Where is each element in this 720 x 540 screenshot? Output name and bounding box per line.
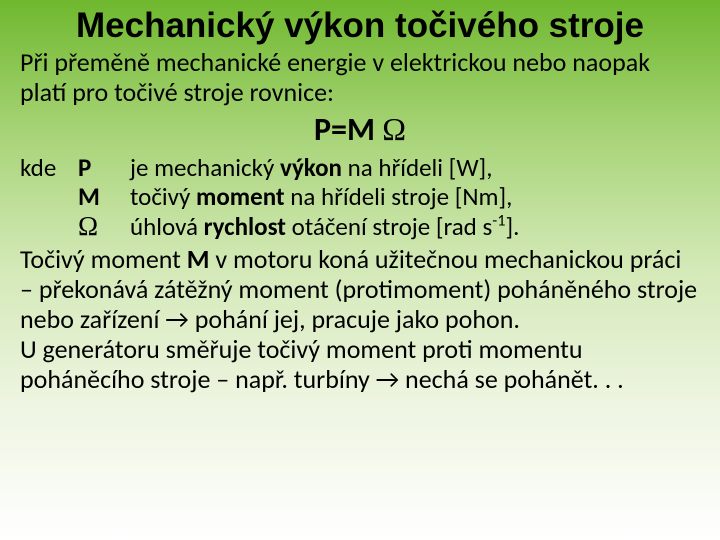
definitions-table: kde P je mechanický výkon na hřídeli [W]… [20,153,700,242]
slide-title: Mechanický výkon točivého stroje [20,6,700,46]
para1-b: M [187,243,210,275]
def-o-pre: úhlová [130,211,204,242]
def-o-posta: otáčení stroje [rad s [286,211,492,242]
def-desc-m: točivý moment na hřídeli stroje [Nm], [130,182,700,212]
def-o-bold: rychlost [204,211,286,242]
equation-lhs: P=M [314,110,382,149]
paragraph-1: Točivý moment M v motoru koná užitečnou … [20,245,700,335]
paragraph-2: U generátoru směřuje točivý moment proti… [20,335,700,395]
def-p-post: na hřídeli [W], [342,152,493,183]
def-desc-p: je mechanický výkon na hřídeli [W], [130,153,700,183]
def-o-sup: -1 [492,211,505,230]
def-sym-p: P [78,153,130,183]
equation: P=M Ω [20,110,700,149]
def-o-postb: ]. [505,211,519,242]
equation-omega: Ω [382,111,406,147]
def-p-pre: je mechanický [130,152,280,183]
def-sym-omega: Ω [78,212,130,242]
def-sym-m: M [78,182,130,212]
def-m-bold: moment [196,181,285,212]
def-p-bold: výkon [280,152,342,183]
def-m-pre: točivý [130,181,196,212]
para1-a: Točivý moment [20,243,187,275]
def-kde: kde [20,153,78,183]
def-m-post: na hřídeli stroje [Nm], [285,181,513,212]
intro-text: Při přeměně mechanické energie v elektri… [20,48,700,108]
def-desc-omega: úhlová rychlost otáčení stroje [rad s-1]… [130,212,700,242]
